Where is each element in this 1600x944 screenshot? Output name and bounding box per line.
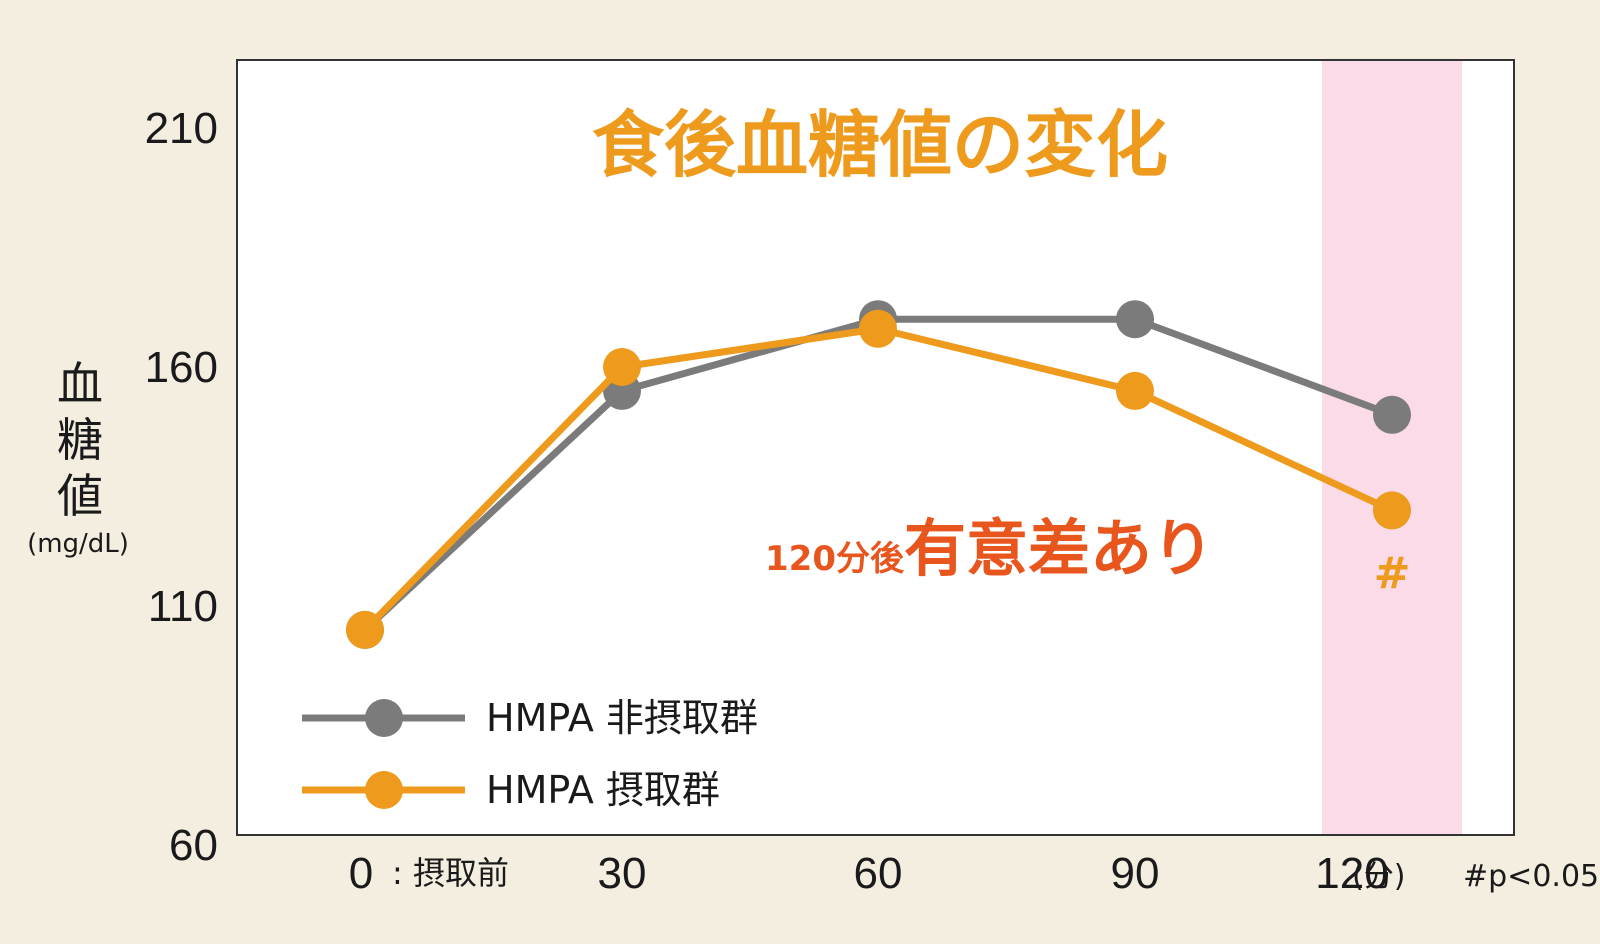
legend-label: HMPA 非摂取群 (486, 696, 758, 740)
y-tick-label: 160 (145, 343, 218, 392)
annotation-prefix: 120分後 (765, 539, 905, 579)
significance-marker: # (1374, 548, 1411, 599)
data-point (603, 348, 641, 386)
chart-title: 食後血糖値の変化 (592, 103, 1168, 187)
plot-area (236, 59, 1515, 836)
legend-marker (365, 699, 403, 737)
x-axis-unit: (分) (1352, 859, 1405, 894)
data-point (1373, 491, 1411, 530)
data-point (346, 610, 384, 649)
x-tick-label: 30 (598, 849, 647, 898)
y-axis-label-char: 糖 (57, 413, 103, 467)
significance-footnote: #p<0.05 (1463, 859, 1599, 894)
annotation-main: 有意差あり (904, 512, 1214, 585)
data-point (1373, 395, 1411, 434)
data-point (859, 309, 897, 348)
y-axis-label-char: 値 (57, 469, 103, 523)
data-point (1116, 300, 1154, 339)
legend: HMPA 非摂取群 HMPA 摂取群 (302, 696, 758, 812)
x-tick-0-suffix: : 摂取前 (392, 854, 509, 892)
significance-highlight-band (1322, 61, 1462, 834)
legend-marker (365, 771, 403, 809)
y-axis-label-char: 血 (57, 357, 103, 411)
y-axis-label: 血糖値 (57, 357, 103, 523)
x-axis-ticks: 0 30 60 90 120 (349, 849, 1389, 898)
x-tick-label: 0 (349, 849, 373, 898)
legend-item: HMPA 非摂取群 (302, 696, 758, 740)
y-tick-label: 210 (145, 104, 218, 153)
series-layer (346, 300, 1411, 649)
y-axis-ticks: 60 110 160 210 (145, 104, 218, 870)
y-tick-label: 110 (148, 582, 218, 631)
series-2 (346, 309, 1411, 649)
y-tick-label: 60 (169, 821, 218, 870)
legend-label: HMPA 摂取群 (486, 768, 720, 812)
x-tick-label: 120 (1315, 849, 1388, 898)
x-tick-label: 90 (1111, 849, 1160, 898)
legend-item: HMPA 摂取群 (302, 768, 720, 812)
y-axis-unit: (mg/dL) (27, 529, 129, 559)
significance-annotation: 120分後有意差あり (765, 512, 1214, 585)
x-tick-label: 60 (854, 849, 903, 898)
data-point (1116, 371, 1154, 410)
